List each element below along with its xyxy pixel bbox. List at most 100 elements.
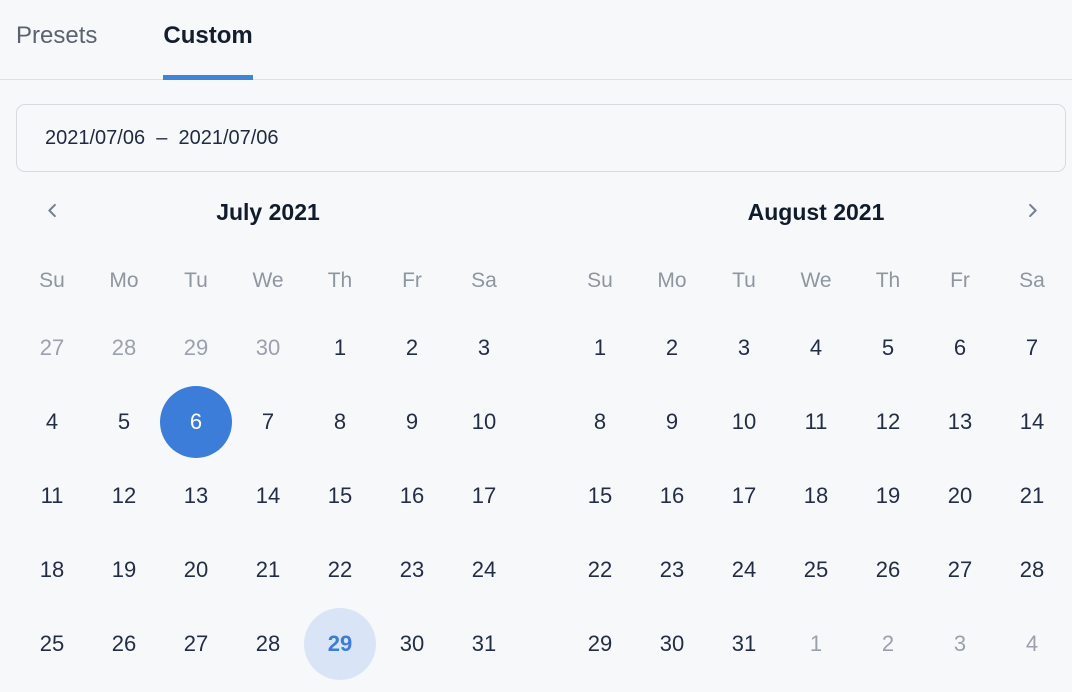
day-cell[interactable]: 10 xyxy=(471,409,497,434)
day-cell[interactable]: 9 xyxy=(405,409,419,434)
day-cell[interactable]: 14 xyxy=(1019,409,1045,434)
day-cell[interactable]: 12 xyxy=(875,409,901,434)
day-cell[interactable]: 19 xyxy=(875,483,901,508)
day-cell-wrap: 8 xyxy=(564,385,636,459)
day-cell-selected[interactable]: 6 xyxy=(160,386,232,458)
day-cell[interactable]: 1 xyxy=(333,335,347,360)
day-cell[interactable]: 30 xyxy=(255,335,281,360)
day-cell[interactable]: 29 xyxy=(587,631,613,656)
day-cell[interactable]: 22 xyxy=(587,557,613,582)
day-cell[interactable]: 11 xyxy=(40,483,64,508)
day-cell[interactable]: 27 xyxy=(947,557,973,582)
day-cell[interactable]: 30 xyxy=(659,631,685,656)
day-cell[interactable]: 8 xyxy=(593,409,607,434)
next-month-button[interactable] xyxy=(1014,194,1050,230)
day-cell[interactable]: 9 xyxy=(665,409,679,434)
weekday-label: We xyxy=(800,269,832,292)
day-cell[interactable]: 27 xyxy=(39,335,65,360)
day-cell[interactable]: 4 xyxy=(809,335,823,360)
day-cell-wrap: 23 xyxy=(636,533,708,607)
day-cell-wrap: 19 xyxy=(852,459,924,533)
day-cell-wrap: 7 xyxy=(996,311,1068,385)
day-cell[interactable]: 26 xyxy=(875,557,901,582)
day-cell[interactable]: 17 xyxy=(731,483,757,508)
day-cell[interactable]: 15 xyxy=(327,483,353,508)
day-cell[interactable]: 13 xyxy=(947,409,973,434)
day-cell[interactable]: 21 xyxy=(1019,483,1045,508)
day-cell[interactable]: 25 xyxy=(803,557,829,582)
day-cell[interactable]: 2 xyxy=(665,335,679,360)
day-cell[interactable]: 3 xyxy=(737,335,751,360)
day-cell[interactable]: 21 xyxy=(255,557,281,582)
day-cell[interactable]: 4 xyxy=(45,409,59,434)
weekday-label: Th xyxy=(875,269,901,292)
day-cell-wrap: 13 xyxy=(160,459,232,533)
day-cell[interactable]: 5 xyxy=(881,335,895,360)
day-cell[interactable]: 20 xyxy=(183,557,209,582)
day-cell[interactable]: 18 xyxy=(803,483,829,508)
weekday-header-row: Su Mo Tu We Th Fr Sa xyxy=(16,251,520,311)
day-cell[interactable]: 11 xyxy=(804,409,828,434)
day-cell[interactable]: 3 xyxy=(953,631,967,656)
day-cell[interactable]: 10 xyxy=(731,409,757,434)
day-cell[interactable]: 23 xyxy=(659,557,685,582)
day-cell[interactable]: 28 xyxy=(1019,557,1045,582)
day-cell[interactable]: 31 xyxy=(731,631,757,656)
day-cell[interactable]: 28 xyxy=(255,631,281,656)
day-cell[interactable]: 24 xyxy=(731,557,757,582)
day-cell[interactable]: 23 xyxy=(399,557,425,582)
day-cell[interactable]: 6 xyxy=(953,335,967,360)
day-cell[interactable]: 3 xyxy=(477,335,491,360)
day-cell-wrap: 3 xyxy=(448,311,520,385)
day-cell[interactable]: 1 xyxy=(809,631,823,656)
weekday-label: Tu xyxy=(184,269,208,292)
day-cell[interactable]: 7 xyxy=(261,409,275,434)
day-cell[interactable]: 30 xyxy=(399,631,425,656)
day-cell[interactable]: 16 xyxy=(659,483,685,508)
day-cell[interactable]: 29 xyxy=(183,335,209,360)
date-range-input[interactable] xyxy=(16,104,1066,172)
tab-custom[interactable]: Custom xyxy=(163,0,253,80)
day-cell[interactable]: 2 xyxy=(881,631,895,656)
day-cell-wrap: 27 xyxy=(16,311,88,385)
tab-presets[interactable]: Presets xyxy=(16,0,97,80)
day-cell[interactable]: 1 xyxy=(593,335,607,360)
day-cell-wrap: 24 xyxy=(708,533,780,607)
chevron-right-icon xyxy=(1023,201,1042,223)
day-cell-wrap: 31 xyxy=(708,607,780,681)
day-cell[interactable]: 20 xyxy=(947,483,973,508)
day-cell[interactable]: 8 xyxy=(333,409,347,434)
day-cell-wrap: 20 xyxy=(160,533,232,607)
day-cell-wrap: 28 xyxy=(232,607,304,681)
day-cell[interactable]: 17 xyxy=(471,483,497,508)
day-cell[interactable]: 25 xyxy=(39,631,65,656)
day-cell[interactable]: 22 xyxy=(327,557,353,582)
day-cell-wrap: 20 xyxy=(924,459,996,533)
day-cell-wrap: 29 xyxy=(160,311,232,385)
day-cell[interactable]: 13 xyxy=(183,483,209,508)
weekday-label: Su xyxy=(587,269,613,292)
day-cell[interactable]: 14 xyxy=(255,483,281,508)
day-cell[interactable]: 28 xyxy=(111,335,137,360)
day-cell-wrap: 25 xyxy=(16,607,88,681)
day-cell-wrap: 30 xyxy=(232,311,304,385)
day-cell[interactable]: 31 xyxy=(471,631,497,656)
day-cell[interactable]: 19 xyxy=(111,557,137,582)
day-cell-wrap: 21 xyxy=(996,459,1068,533)
day-cell[interactable]: 26 xyxy=(111,631,137,656)
day-cell-wrap: 22 xyxy=(564,533,636,607)
day-cell[interactable]: 16 xyxy=(399,483,425,508)
day-cell[interactable]: 7 xyxy=(1025,335,1039,360)
day-cell[interactable]: 2 xyxy=(405,335,419,360)
calendar-pair: July 2021 Su Mo Tu We Th Fr Sa 27 28 29 30 1 2 3 4 5 6 7… xyxy=(0,189,1072,681)
day-cell-wrap: 10 xyxy=(448,385,520,459)
prev-month-button[interactable] xyxy=(34,194,70,230)
day-cell[interactable]: 12 xyxy=(111,483,137,508)
day-cell[interactable]: 15 xyxy=(587,483,613,508)
day-cell[interactable]: 27 xyxy=(183,631,209,656)
day-cell[interactable]: 18 xyxy=(39,557,65,582)
day-cell[interactable]: 4 xyxy=(1025,631,1039,656)
day-cell[interactable]: 24 xyxy=(471,557,497,582)
day-cell[interactable]: 5 xyxy=(117,409,131,434)
day-cell-highlighted[interactable]: 29 xyxy=(304,608,376,680)
